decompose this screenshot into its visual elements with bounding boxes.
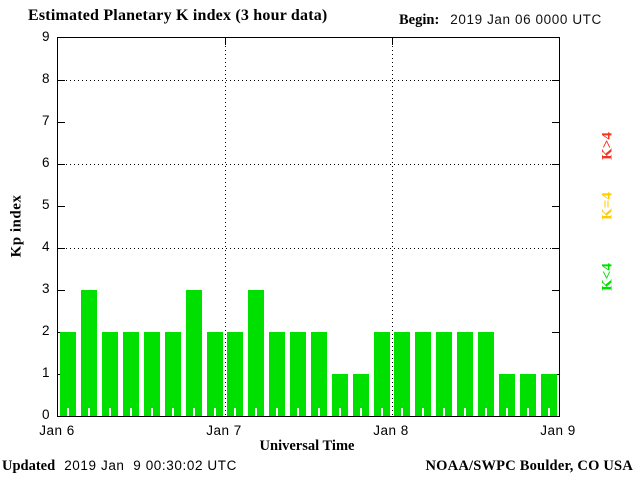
y-axis-tick: [58, 290, 65, 291]
x-axis-tick: [338, 408, 341, 416]
updated-value: 2019 Jan 9 00:30:02 UTC: [64, 458, 237, 473]
kp-bar: [394, 332, 411, 416]
y-tick-label-8: 8: [41, 71, 50, 86]
kp-bar: [436, 332, 453, 416]
legend-K4: K>4: [599, 132, 616, 160]
y-tick-label-9: 9: [41, 29, 50, 44]
v-gridline-day-1: [225, 38, 226, 416]
top-axis-tick: [225, 38, 226, 45]
h-gridline-kp-8: [58, 80, 559, 81]
y-axis-tick: [58, 164, 65, 165]
x-axis-tick: [213, 408, 216, 416]
kp-bar: [352, 374, 369, 416]
source-attribution: NOAA/SWPC Boulder, CO USA: [425, 458, 633, 474]
kp-bar: [310, 332, 327, 416]
x-tick-label: Jan 8: [373, 423, 409, 438]
y-tick-label-7: 7: [41, 113, 50, 128]
y-axis-tick-right: [552, 332, 559, 333]
kp-bar: [206, 332, 223, 416]
y-axis-tick: [58, 248, 65, 249]
y-tick-label-5: 5: [41, 197, 50, 212]
x-axis-tick: [443, 408, 446, 416]
x-axis-tick: [88, 408, 91, 416]
x-axis-tick: [380, 408, 383, 416]
kp-bar: [81, 290, 98, 416]
y-tick-label-3: 3: [41, 281, 50, 296]
kp-bar: [102, 332, 119, 416]
updated-label: Updated: [2, 458, 56, 474]
plot-area: [57, 37, 560, 417]
x-axis-tick: [192, 408, 195, 416]
legend-K4: K<4: [599, 263, 616, 291]
begin-value: 2019 Jan 06 0000 UTC: [450, 12, 602, 27]
v-gridline-day-2: [392, 38, 393, 416]
y-tick-label-6: 6: [41, 155, 50, 170]
y-tick-label-1: 1: [41, 365, 50, 380]
x-axis-tick: [422, 408, 425, 416]
kp-bar: [477, 332, 494, 416]
kp-bar: [248, 290, 265, 416]
kp-bar: [457, 332, 474, 416]
kp-bar: [331, 374, 348, 416]
kp-bar: [185, 290, 202, 416]
x-axis-tick: [359, 408, 362, 416]
x-axis-tick: [276, 408, 279, 416]
y-axis-tick-right: [552, 290, 559, 291]
kp-bar: [415, 332, 432, 416]
x-axis-tick: [401, 408, 404, 416]
kp-bar: [164, 332, 181, 416]
y-axis-tick-right: [552, 206, 559, 207]
x-axis-tick: [150, 408, 153, 416]
h-gridline-kp-6: [58, 164, 559, 165]
y-axis-tick: [58, 122, 65, 123]
x-axis-tick: [109, 408, 112, 416]
x-axis-tick: [234, 408, 237, 416]
kp-bar: [498, 374, 515, 416]
kp-bar: [373, 332, 390, 416]
x-axis-tick: [464, 408, 467, 416]
y-axis-tick-right: [552, 80, 559, 81]
x-axis-tick: [317, 408, 320, 416]
begin-row: Begin: 2019 Jan 06 0000 UTC: [399, 12, 602, 29]
x-axis-tick: [505, 408, 508, 416]
y-tick-label-0: 0: [41, 407, 50, 422]
y-axis-tick-right: [552, 122, 559, 123]
begin-label: Begin:: [399, 12, 440, 28]
y-tick-label-2: 2: [41, 323, 50, 338]
x-axis-tick: [130, 408, 133, 416]
kp-bar: [143, 332, 160, 416]
x-axis-title: Universal Time: [259, 438, 355, 454]
chart-title: Estimated Planetary K index (3 hour data…: [28, 7, 328, 24]
updated-timestamp: Updated 2019 Jan 9 00:30:02 UTC: [2, 458, 237, 475]
x-tick-label: Jan 9: [540, 423, 576, 438]
h-gridline-kp-4: [58, 248, 559, 249]
y-axis-tick: [58, 206, 65, 207]
kp-bar: [227, 332, 244, 416]
kp-bar: [123, 332, 140, 416]
x-axis-tick: [67, 408, 70, 416]
y-tick-label-4: 4: [41, 239, 50, 254]
kp-bar: [60, 332, 77, 416]
x-axis-tick: [171, 408, 174, 416]
y-axis-tick-right: [552, 164, 559, 165]
top-axis-tick: [392, 38, 393, 45]
x-axis-tick: [297, 408, 300, 416]
kp-bar: [540, 374, 557, 416]
y-axis-tick-right: [552, 248, 559, 249]
kp-bar: [519, 374, 536, 416]
x-tick-label: Jan 7: [206, 423, 242, 438]
x-axis-tick: [547, 408, 550, 416]
legend-K4: K=4: [599, 192, 616, 220]
x-axis-tick: [526, 408, 529, 416]
y-axis-tick: [58, 80, 65, 81]
x-axis-tick: [484, 408, 487, 416]
kp-bar: [290, 332, 307, 416]
kp-bar: [269, 332, 286, 416]
x-axis-tick: [255, 408, 258, 416]
x-tick-label: Jan 6: [39, 423, 75, 438]
